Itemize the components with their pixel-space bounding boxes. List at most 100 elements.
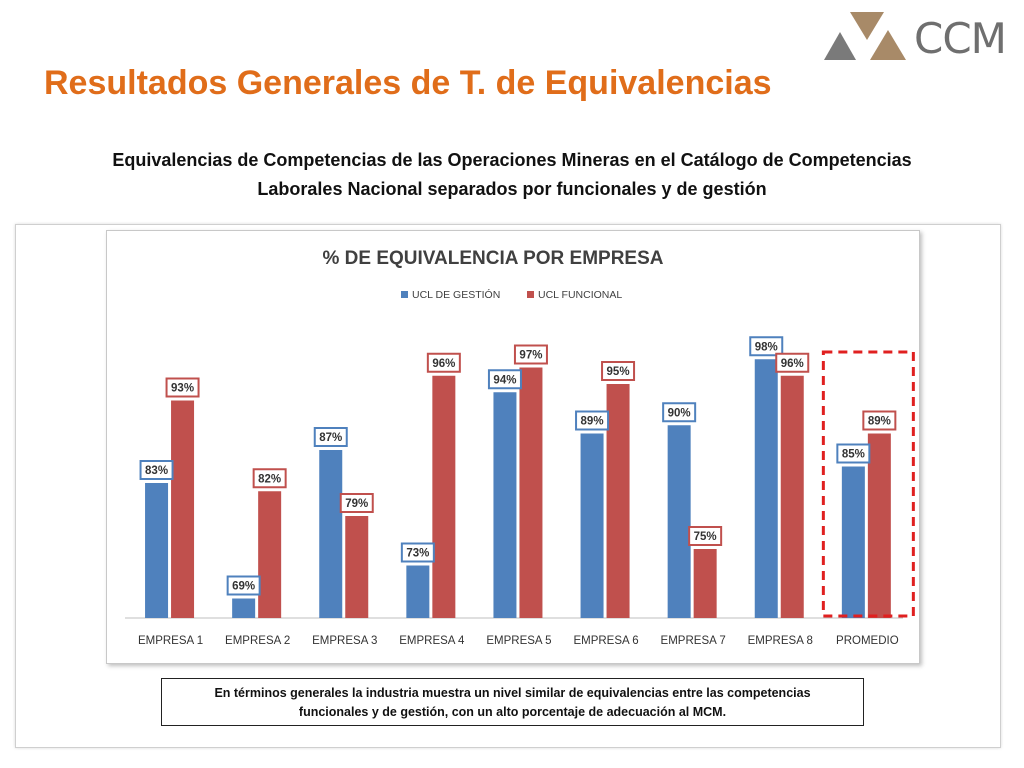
note-line-1: En términos generales la industria muest…: [214, 686, 811, 700]
category-labels: EMPRESA 1 EMPRESA 2 EMPRESA 3 EMPRESA 4 EMPR…: [138, 635, 899, 647]
logo-text: CCM: [914, 14, 1007, 63]
data-label-funcional-9: 89%: [862, 410, 897, 431]
data-label-text: 82%: [258, 473, 281, 485]
data-label-box: [513, 344, 548, 365]
data-label-text: 73%: [406, 548, 429, 560]
data-label-box: [339, 493, 374, 513]
bar-gestion-4: [406, 565, 430, 618]
data-label-box: [749, 336, 784, 357]
bars-layer: [145, 359, 891, 618]
data-label-gestion-2: 69%: [226, 575, 261, 596]
data-label-funcional-6: 95%: [601, 361, 636, 381]
category-label-7: EMPRESA 7: [661, 635, 726, 647]
data-label-text: 79%: [345, 498, 368, 510]
data-label-funcional-1: 93%: [165, 377, 200, 398]
logo-right-triangle: [870, 30, 906, 60]
subtitle-line-2: Laborales Nacional separados por funcion…: [257, 179, 767, 199]
category-label-8: EMPRESA 8: [748, 635, 813, 647]
data-label-box: [662, 402, 697, 423]
bar-gestion-7: [667, 425, 691, 618]
category-label-3: EMPRESA 3: [312, 635, 377, 647]
data-label-text: 87%: [319, 432, 342, 444]
data-label-box: [400, 542, 435, 563]
category-label-5: EMPRESA 5: [486, 635, 551, 647]
category-label-9: PROMEDIO: [836, 635, 899, 647]
bar-funcional-9: [867, 433, 891, 618]
data-label-funcional-5: 97%: [513, 344, 548, 365]
bar-gestion-1: [145, 483, 169, 618]
bar-chart: % DE EQUIVALENCIA POR EMPRESA UCL DE GES…: [125, 248, 915, 647]
category-label-2: EMPRESA 2: [225, 635, 290, 647]
chart-title: % DE EQUIVALENCIA POR EMPRESA: [323, 248, 664, 269]
bar-gestion-9: [841, 466, 865, 618]
data-label-text: 96%: [781, 358, 804, 370]
data-label-box: [575, 410, 610, 431]
bar-funcional-1: [171, 400, 195, 618]
category-label-1: EMPRESA 1: [138, 635, 203, 647]
data-label-box: [601, 361, 636, 381]
data-label-box: [226, 575, 261, 596]
page-title: Resultados Generales de T. de Equivalenc…: [44, 64, 772, 102]
legend-swatch-funcional: [527, 291, 534, 298]
logo-top-triangle: [850, 12, 884, 40]
bar-funcional-5: [519, 367, 543, 618]
data-label-text: 97%: [519, 350, 542, 362]
data-label-text: 69%: [232, 581, 255, 593]
data-label-text: 94%: [493, 374, 516, 386]
data-label-box: [487, 369, 522, 390]
data-label-box: [688, 526, 723, 546]
ccm-logo-mark: [824, 12, 906, 60]
data-label-gestion-3: 87%: [313, 427, 348, 447]
bar-gestion-6: [580, 433, 604, 618]
data-label-funcional-3: 79%: [339, 493, 374, 513]
chart-legend: UCL DE GESTIÓN UCL FUNCIONAL: [401, 288, 622, 301]
data-label-text: 95%: [607, 366, 630, 378]
subtitle: Equivalencias de Competencias de las Ope…: [20, 146, 1004, 204]
subtitle-line-1: Equivalencias de Competencias de las Ope…: [112, 150, 912, 170]
summary-note: En términos generales la industria muest…: [161, 678, 864, 726]
note-line-2: funcionales y de gestión, con un alto po…: [298, 705, 727, 719]
data-label-box: [836, 443, 871, 464]
data-label-text: 75%: [694, 531, 717, 543]
data-label-box: [775, 352, 810, 373]
bar-gestion-5: [493, 392, 517, 618]
bar-funcional-6: [606, 384, 630, 618]
legend-label-funcional: UCL FUNCIONAL: [538, 289, 622, 301]
labels-layer: 83% 93% 69% 82% 87% 79% 73% 96% 94%97% 89% 95% 90% 7…: [139, 336, 897, 596]
data-label-funcional-4: 96%: [426, 352, 461, 373]
data-label-text: 85%: [842, 449, 865, 461]
data-label-gestion-9: 85%: [836, 443, 871, 464]
data-label-text: 89%: [581, 416, 604, 428]
data-label-box: [165, 377, 200, 398]
bar-funcional-7: [693, 549, 717, 618]
data-label-text: 98%: [755, 341, 778, 353]
logo-left-triangle: [824, 32, 856, 60]
bar-funcional-3: [345, 516, 369, 618]
data-label-text: 90%: [668, 407, 691, 419]
data-label-box: [139, 460, 174, 480]
data-label-text: 96%: [432, 358, 455, 370]
promedio-highlight-box: [821, 350, 915, 618]
data-label-gestion-7: 90%: [662, 402, 697, 423]
data-label-gestion-4: 73%: [400, 542, 435, 563]
bar-gestion-3: [319, 450, 343, 618]
data-label-box: [426, 352, 461, 373]
data-label-box: [862, 410, 897, 431]
bar-funcional-8: [780, 375, 804, 618]
ccm-logo: CCM: [822, 10, 1012, 63]
data-label-gestion-1: 83%: [139, 460, 174, 480]
category-label-4: EMPRESA 4: [399, 635, 465, 647]
data-label-box: [252, 468, 287, 489]
data-label-gestion-5: 94%: [487, 369, 522, 390]
data-label-text: 93%: [171, 383, 194, 395]
bar-funcional-4: [432, 375, 456, 618]
data-label-text: 83%: [145, 465, 168, 477]
data-label-gestion-6: 89%: [575, 410, 610, 431]
data-label-funcional-2: 82%: [252, 468, 287, 489]
data-label-funcional-7: 75%: [688, 526, 723, 546]
category-label-6: EMPRESA 6: [573, 635, 638, 647]
bar-gestion-8: [754, 359, 778, 618]
data-label-text: 89%: [868, 416, 891, 428]
legend-swatch-gestion: [401, 291, 408, 298]
data-label-gestion-8: 98%: [749, 336, 784, 357]
